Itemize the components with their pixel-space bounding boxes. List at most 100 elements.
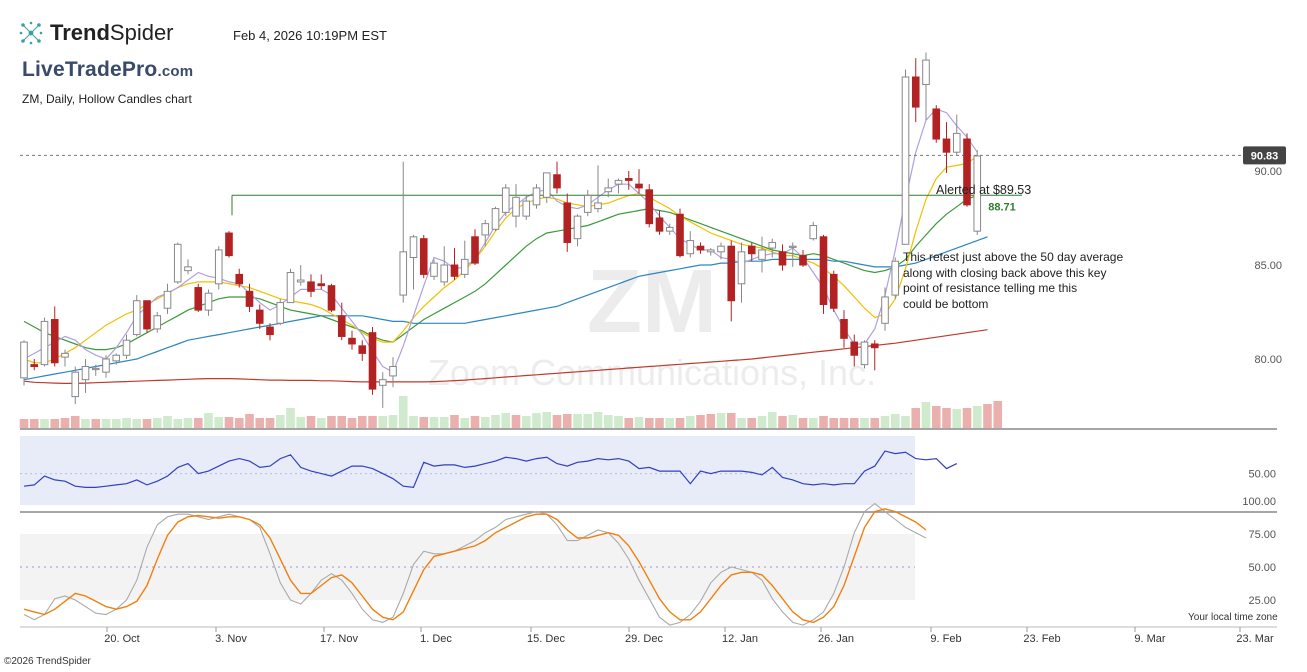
candle-body <box>819 236 828 305</box>
volume-bar <box>193 418 203 428</box>
volume-bar <box>685 416 695 428</box>
candle-body <box>655 217 664 232</box>
volume-bar <box>204 413 213 428</box>
x-tick-label: 29. Dec <box>625 633 663 645</box>
volume-bars <box>19 396 1003 428</box>
volume-bar <box>337 416 347 428</box>
candle-body <box>471 236 479 264</box>
x-tick-label: 20. Oct <box>104 633 139 645</box>
volume-bar <box>511 415 521 428</box>
volume-bar <box>890 414 900 428</box>
volume-bar <box>931 406 941 428</box>
candle-body <box>717 245 725 253</box>
candle-body <box>430 262 438 277</box>
candle-body <box>204 292 213 311</box>
x-tick-label: 9. Feb <box>930 633 961 645</box>
volume-bar <box>132 419 142 428</box>
candle-body <box>378 379 387 386</box>
volume-bar <box>19 419 29 428</box>
last-price-badge <box>1243 146 1286 165</box>
volume-bar <box>583 414 593 428</box>
volume-bar <box>173 419 183 428</box>
candle-body <box>850 341 859 356</box>
x-tick-label: 23. Feb <box>1023 633 1060 645</box>
alert-annotation: Alerted at $89.53 <box>936 183 1032 197</box>
volume-bar <box>726 413 736 428</box>
candle-body <box>583 194 592 213</box>
candle-body <box>368 332 377 390</box>
candle-body <box>153 315 162 330</box>
volume-bar <box>111 419 121 428</box>
x-tick-label: 15. Dec <box>527 633 565 645</box>
candle-body <box>645 189 654 225</box>
candle-body <box>512 196 520 217</box>
volume-bar <box>696 415 705 428</box>
x-tick-label: 3. Nov <box>215 633 247 645</box>
candle-body <box>20 341 28 379</box>
candle-body <box>399 251 408 296</box>
candle-body <box>686 240 695 255</box>
volume-bar <box>91 419 101 428</box>
volume-bar <box>347 418 357 428</box>
chart-subtitle: ZM, Daily, Hollow Candles chart <box>22 92 192 106</box>
volume-bar <box>542 412 552 428</box>
volume-bar <box>439 417 449 428</box>
candle-body <box>327 285 336 311</box>
volume-bar <box>183 418 193 428</box>
volume-bar <box>142 419 152 428</box>
candle-body <box>317 283 326 287</box>
candle-body <box>112 354 121 362</box>
volume-bar <box>491 415 500 428</box>
volume-bar <box>737 418 746 428</box>
candle-body <box>747 245 756 255</box>
candle-body <box>604 187 613 193</box>
price-tick-label: 80.00 <box>1254 354 1282 366</box>
candle-body <box>553 174 561 189</box>
candle-body <box>194 287 203 311</box>
candle-body <box>481 223 490 236</box>
stoch-line <box>23 508 927 624</box>
candle-body <box>624 178 633 181</box>
volume-bar <box>860 418 869 428</box>
volume-bar <box>521 416 531 428</box>
volume-bar <box>962 408 972 428</box>
trendspider-wordmark: TrendSpider <box>50 20 174 45</box>
volume-bar <box>921 402 931 428</box>
candle-body <box>963 138 971 206</box>
volume-bar <box>747 418 757 428</box>
volume-bar <box>419 417 429 428</box>
volume-bar <box>665 418 675 428</box>
volume-bar <box>757 416 767 428</box>
candle-body <box>840 319 848 339</box>
candle-body <box>911 76 920 108</box>
volume-bar <box>409 416 418 428</box>
volume-bar <box>122 418 131 428</box>
watermark-symbol: ZM <box>587 252 717 352</box>
note-line: could be bottom <box>903 296 989 311</box>
candle-body <box>676 213 684 257</box>
candle-body <box>891 260 900 296</box>
chart-timestamp: Feb 4, 2026 10:19PM EST <box>233 28 387 43</box>
candle-body <box>245 290 254 307</box>
volume-bar <box>849 418 859 428</box>
volume-bar <box>778 416 787 428</box>
candle-body <box>40 320 49 366</box>
candle-body <box>348 337 356 345</box>
volume-bar <box>81 419 90 428</box>
volume-bar <box>829 418 839 428</box>
candle-body <box>532 187 541 206</box>
volume-bar <box>70 416 80 428</box>
volume-bar <box>255 418 265 428</box>
rsi-panel: 50.00 <box>20 436 1276 505</box>
volume-bar <box>234 418 244 428</box>
candle-body <box>91 367 100 371</box>
volume-bar <box>286 408 295 428</box>
volume-bar <box>152 418 162 428</box>
candle-body <box>901 76 910 245</box>
volume-bar <box>450 415 459 428</box>
x-tick-label: 9. Mar <box>1134 633 1166 645</box>
stoch-tick-label: 100.00 <box>1242 496 1276 508</box>
stoch-tick-label: 25.00 <box>1248 595 1276 607</box>
candle-body <box>296 279 305 283</box>
